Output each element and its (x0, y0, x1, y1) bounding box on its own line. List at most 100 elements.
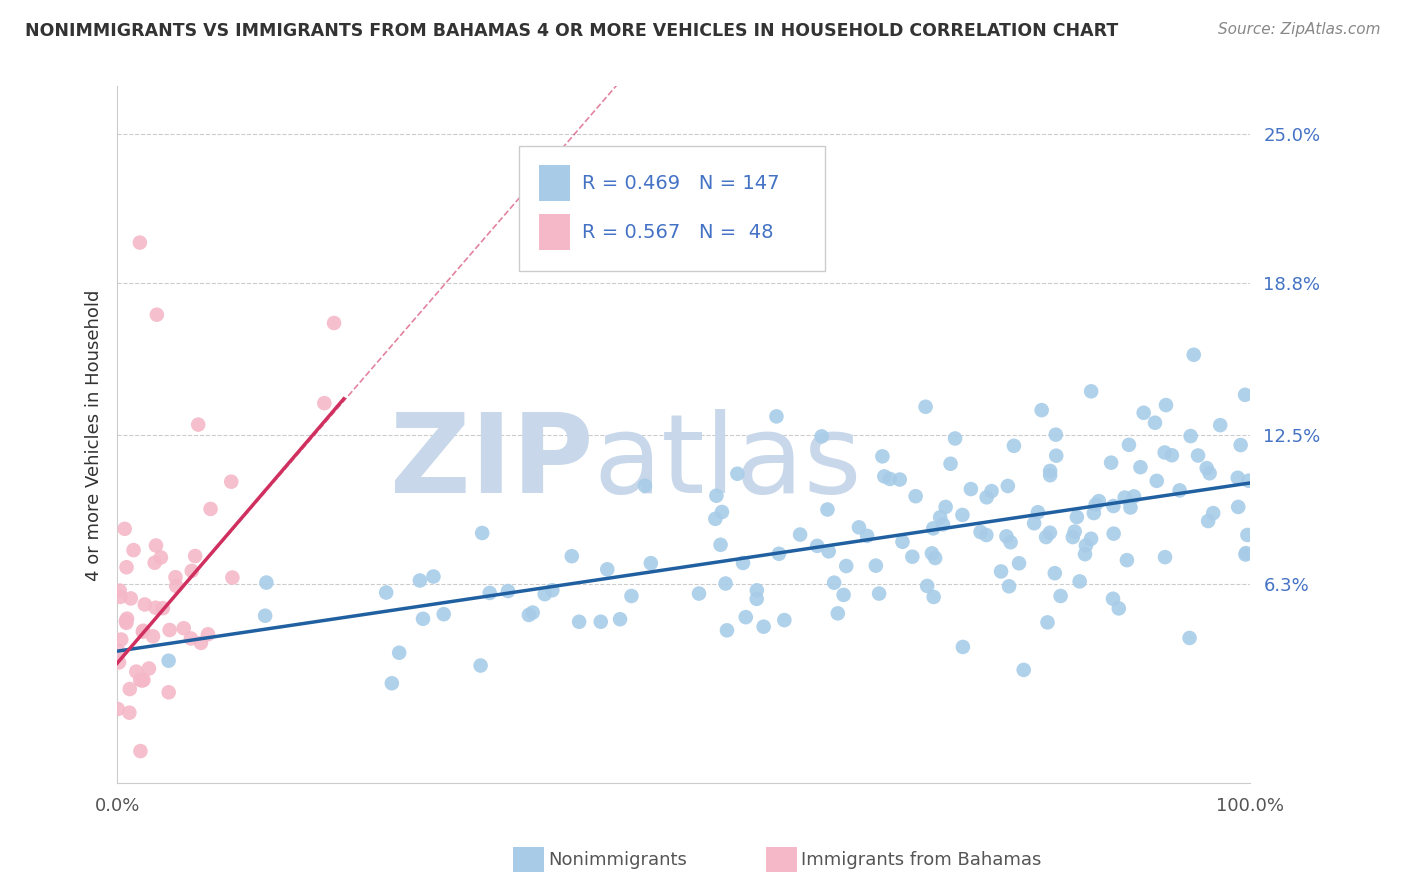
Point (960, 482, 983, 496)
Point (1002, 439, 1025, 453)
Point (725, 467, 748, 481)
Point (976, 528, 998, 542)
Point (1036, 615, 1059, 630)
Point (921, 546, 943, 560)
Point (381, 676, 404, 690)
Point (939, 457, 962, 471)
Point (152, 601, 174, 615)
Point (1069, 574, 1091, 589)
Point (1049, 589, 1071, 603)
Point (620, 589, 643, 603)
Point (1153, 445, 1175, 459)
Point (789, 527, 811, 541)
Point (561, 549, 583, 564)
Point (165, 579, 187, 593)
Point (1180, 429, 1202, 443)
Point (634, 479, 657, 493)
Point (596, 562, 619, 576)
Point (1234, 546, 1257, 560)
Point (1234, 548, 1257, 562)
Point (314, 396, 336, 410)
Point (832, 588, 855, 602)
Text: Source: ZipAtlas.com: Source: ZipAtlas.com (1218, 22, 1381, 37)
Point (745, 591, 768, 606)
Point (710, 505, 733, 519)
Y-axis label: 4 or more Vehicles in Household: 4 or more Vehicles in Household (86, 289, 103, 581)
Point (1108, 601, 1130, 615)
Point (976, 491, 998, 505)
Point (706, 489, 728, 503)
Point (865, 558, 887, 573)
Point (173, 621, 195, 635)
Point (128, 235, 150, 250)
Point (409, 574, 432, 588)
Point (1080, 532, 1102, 546)
Point (254, 575, 277, 590)
Text: R = 0.567   N =  48: R = 0.567 N = 48 (582, 222, 773, 242)
Point (1129, 460, 1152, 475)
Point (1197, 514, 1219, 528)
Point (924, 551, 946, 566)
Point (1187, 449, 1209, 463)
Point (115, 612, 138, 626)
Point (129, 744, 152, 758)
Point (922, 590, 945, 604)
Point (471, 526, 494, 541)
Point (110, 590, 132, 604)
Point (609, 612, 631, 626)
Point (1182, 348, 1205, 362)
Point (115, 614, 138, 628)
Point (901, 549, 924, 564)
Point (145, 600, 167, 615)
Point (114, 522, 136, 536)
Point (1198, 467, 1220, 481)
Point (1031, 403, 1053, 417)
Point (1074, 547, 1097, 561)
Text: NONIMMIGRANTS VS IMMIGRANTS FROM BAHAMAS 4 OR MORE VEHICLES IN HOUSEHOLD CORRELA: NONIMMIGRANTS VS IMMIGRANTS FROM BAHAMAS… (25, 22, 1119, 40)
Point (132, 673, 155, 687)
Point (108, 583, 131, 598)
Point (752, 620, 775, 634)
Point (1062, 530, 1084, 544)
Point (1168, 483, 1191, 498)
Point (716, 624, 738, 638)
Point (952, 640, 974, 654)
Point (1227, 500, 1250, 514)
Point (145, 539, 167, 553)
Point (1195, 461, 1218, 475)
Point (200, 502, 222, 516)
Point (915, 579, 938, 593)
Point (496, 584, 519, 599)
Point (219, 475, 242, 489)
Point (1102, 526, 1125, 541)
Point (180, 632, 202, 646)
Point (995, 529, 1018, 543)
Point (187, 417, 209, 432)
Point (1026, 505, 1049, 519)
Point (1118, 438, 1140, 452)
Point (817, 544, 839, 558)
Point (221, 570, 243, 584)
Point (879, 472, 901, 486)
Point (115, 615, 138, 630)
Point (1066, 510, 1088, 524)
Point (1039, 464, 1062, 478)
Point (1102, 591, 1125, 606)
Point (180, 564, 202, 578)
Point (1143, 416, 1166, 430)
Point (108, 656, 131, 670)
Point (873, 469, 896, 483)
Point (998, 579, 1021, 593)
Point (1084, 498, 1107, 512)
Point (1012, 663, 1035, 677)
Point (1178, 631, 1201, 645)
Point (1008, 556, 1031, 570)
Point (935, 500, 957, 514)
Point (107, 702, 129, 716)
Point (823, 575, 845, 590)
Point (132, 624, 155, 638)
Point (848, 520, 870, 534)
Point (872, 450, 894, 464)
Point (714, 576, 737, 591)
Point (950, 508, 973, 522)
